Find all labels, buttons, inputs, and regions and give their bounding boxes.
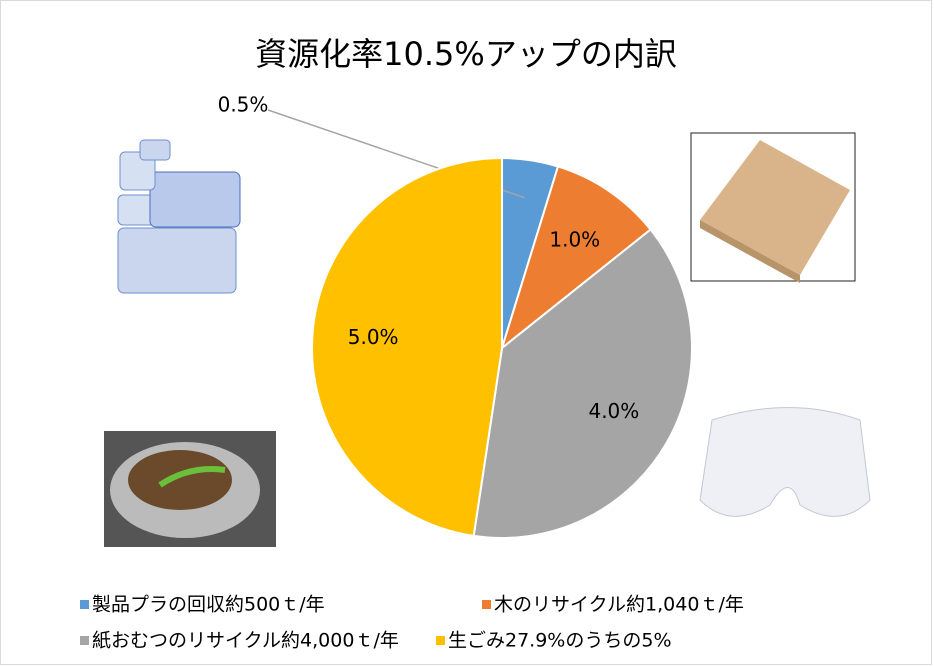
legend-label: 製品プラの回収約500ｔ/年	[92, 594, 325, 616]
data-label: 4.0%	[588, 399, 639, 423]
data-label: 0.5%	[218, 93, 269, 117]
chart: 資源化率10.5%アップの内訳 0.5% 1.0% 4.0% 5.0% 製品プラの回収…	[0, 0, 934, 666]
data-label: 1.0%	[549, 228, 600, 252]
data-label: 5.0%	[348, 325, 399, 349]
legend-label: 紙おむつのリサイクル約4,000ｔ/年	[92, 630, 399, 652]
legend-swatch	[482, 600, 491, 609]
wood-board-photo	[691, 133, 855, 283]
legend-swatch	[80, 636, 89, 645]
legend-label: 木のリサイクル約1,040ｔ/年	[494, 594, 744, 616]
legend-swatch	[80, 600, 89, 609]
legend-label: 生ごみ27.9%のうちの5%	[448, 630, 672, 652]
chart-title: 資源化率10.5%アップの内訳	[255, 35, 677, 73]
food-waste-photo	[104, 431, 276, 547]
legend-swatch	[436, 636, 445, 645]
